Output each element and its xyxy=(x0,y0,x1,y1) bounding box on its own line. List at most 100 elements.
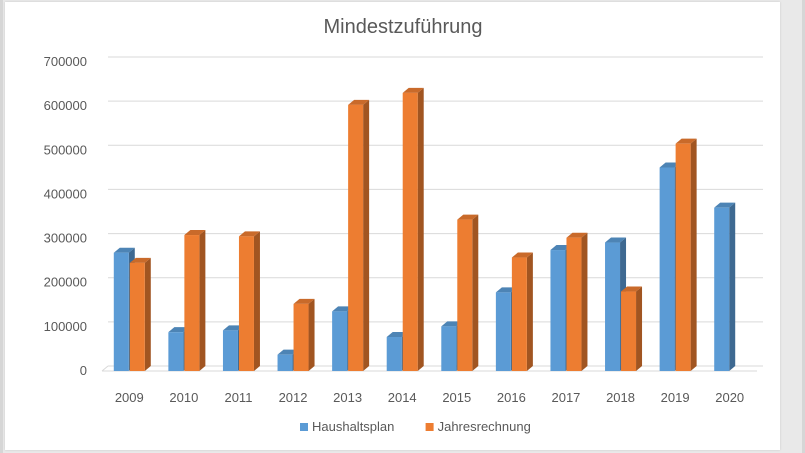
bar-front xyxy=(550,250,566,371)
bar xyxy=(348,99,370,371)
legend-swatch xyxy=(425,423,434,431)
bar-top xyxy=(457,214,479,220)
bar-top xyxy=(402,87,424,93)
x-tick-label: 2010 xyxy=(169,390,198,405)
bar-front xyxy=(457,219,473,371)
bar-front xyxy=(566,237,582,371)
bar-front xyxy=(238,236,254,371)
bar xyxy=(184,230,206,371)
chart-title: Mindestzuführung xyxy=(324,16,483,38)
bar-top xyxy=(293,298,315,304)
x-axis-ticks: 2009 2010 2011 2012 2013 2014 2015 2016 2017 2018… xyxy=(115,390,744,405)
x-tick-label: 2017 xyxy=(551,390,580,405)
bar-top xyxy=(511,252,533,258)
bars xyxy=(113,87,736,372)
bar-top xyxy=(277,349,299,355)
bar-front xyxy=(113,252,129,371)
bar-side xyxy=(636,286,643,371)
bar-front xyxy=(348,104,364,371)
x-tick-label: 2016 xyxy=(497,390,526,405)
bar-top xyxy=(659,162,681,168)
y-tick-label: 700000 xyxy=(44,54,87,69)
y-tick-label: 100000 xyxy=(44,319,87,334)
legend: Haushaltsplan Jahresrechnung xyxy=(300,419,531,434)
bar-top xyxy=(441,321,463,327)
grid xyxy=(101,56,763,372)
bar-front xyxy=(277,354,293,371)
bar-top xyxy=(184,230,206,236)
bar xyxy=(238,231,260,371)
bar-top xyxy=(332,306,354,312)
y-tick-label: 0 xyxy=(80,363,87,378)
bar xyxy=(675,138,697,371)
bar-side xyxy=(729,202,736,371)
bar-top xyxy=(386,332,408,338)
bar-side xyxy=(253,231,260,371)
bar xyxy=(621,286,643,371)
bar-front xyxy=(293,303,309,371)
bar-top xyxy=(566,232,588,238)
bar-top xyxy=(621,286,643,292)
x-tick-label: 2013 xyxy=(333,390,362,405)
bar-front xyxy=(659,167,675,371)
legend-label: Jahresrechnung xyxy=(438,419,531,434)
x-tick-label: 2011 xyxy=(224,390,252,405)
y-tick-label: 200000 xyxy=(44,275,87,290)
bar xyxy=(293,298,315,371)
bar-side xyxy=(472,214,479,371)
bar-front xyxy=(605,242,621,371)
bar-front xyxy=(402,92,418,372)
bar-front xyxy=(332,311,348,371)
bar-side xyxy=(363,99,370,371)
x-tick-label: 2012 xyxy=(279,390,308,405)
bar-front xyxy=(386,337,402,371)
bar-side xyxy=(199,230,206,371)
bar-front xyxy=(714,207,730,371)
bar-top xyxy=(168,327,190,333)
bar-front xyxy=(621,291,637,371)
bar-side xyxy=(308,298,315,371)
bar-front xyxy=(222,330,238,371)
bar-front xyxy=(129,262,145,371)
bar xyxy=(511,252,533,371)
chart: Mindestzuführung 0 100000 200000 300000 4000… xyxy=(44,16,763,434)
bar-front xyxy=(184,235,200,371)
bar-top xyxy=(129,257,151,263)
bar-top xyxy=(714,202,736,208)
bar xyxy=(566,232,588,371)
bar xyxy=(714,202,736,371)
bar-front xyxy=(511,257,527,371)
bar-front xyxy=(495,292,511,371)
bar-front xyxy=(441,326,457,371)
bar-side xyxy=(417,87,424,372)
bar-top xyxy=(238,231,260,237)
bar-side xyxy=(690,138,697,371)
chart-card: Mindestzuführung 0 100000 200000 300000 4000… xyxy=(5,2,780,450)
bar xyxy=(129,257,151,371)
bar-front xyxy=(168,332,184,371)
bar-side xyxy=(581,232,588,371)
x-tick-label: 2014 xyxy=(388,390,417,405)
legend-label: Haushaltsplan xyxy=(312,419,394,434)
bar-top xyxy=(550,245,572,251)
floor-edge xyxy=(101,365,109,372)
bar xyxy=(457,214,479,371)
y-tick-label: 300000 xyxy=(44,231,87,246)
bar xyxy=(402,87,424,372)
legend-item: Haushaltsplan xyxy=(300,419,394,434)
bar-top xyxy=(675,138,697,144)
y-tick-label: 500000 xyxy=(44,142,87,157)
x-tick-label: 2020 xyxy=(715,390,744,405)
y-tick-label: 400000 xyxy=(44,186,87,201)
bar-top xyxy=(222,325,244,331)
y-tick-label: 600000 xyxy=(44,98,87,113)
x-tick-label: 2019 xyxy=(661,390,690,405)
bar-top xyxy=(495,287,517,293)
y-axis-ticks: 0 100000 200000 300000 400000 500000 600000 700… xyxy=(44,54,87,378)
bar-front xyxy=(675,143,691,371)
x-tick-label: 2015 xyxy=(442,390,471,405)
bar-side xyxy=(526,252,533,371)
x-tick-label: 2018 xyxy=(606,390,635,405)
bar-top xyxy=(113,247,135,253)
